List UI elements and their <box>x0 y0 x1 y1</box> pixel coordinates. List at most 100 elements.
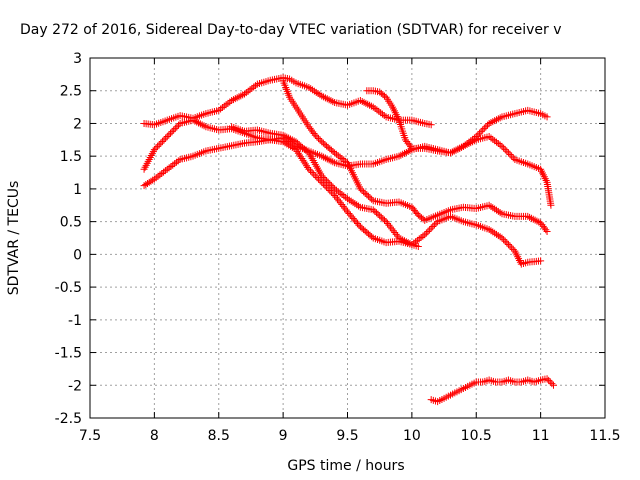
data-point-marker <box>297 153 305 161</box>
data-point-marker <box>477 128 485 136</box>
data-point-marker <box>358 186 366 194</box>
data-point-marker <box>503 239 511 247</box>
data-point-marker <box>376 212 384 220</box>
data-point-marker <box>341 204 349 212</box>
x-axis: 7.5 8 8.5 9 9.5 10 10.5 11 11.5 <box>79 58 621 444</box>
data-point-marker <box>368 195 376 203</box>
data-point-marker <box>379 215 387 223</box>
data-point-marker <box>324 178 332 186</box>
data-point-marker <box>311 172 319 180</box>
data-point-marker <box>355 221 363 229</box>
y-tick-label: -2.5 <box>55 411 82 427</box>
data-point-marker <box>422 229 430 237</box>
series-1 <box>279 77 551 235</box>
data-point-marker <box>155 141 163 149</box>
data-point-marker <box>550 381 557 389</box>
data-point-marker <box>509 154 517 162</box>
data-point-marker <box>500 144 508 152</box>
data-point-marker <box>316 136 324 144</box>
y-tick-label: 2.5 <box>60 84 82 100</box>
x-tick-label: 11 <box>532 428 550 444</box>
data-point-marker <box>504 241 512 249</box>
data-point-marker <box>160 136 168 144</box>
data-point-marker <box>300 158 308 166</box>
data-point-marker <box>339 202 347 210</box>
data-point-marker <box>413 210 421 218</box>
data-point-marker <box>382 218 390 226</box>
data-point-marker <box>421 231 429 239</box>
y-tick-label: 2 <box>73 116 82 132</box>
data-point-marker <box>509 245 517 253</box>
data-point-marker <box>366 194 374 202</box>
data-point-marker <box>345 209 353 217</box>
y-tick-label: 3 <box>73 51 82 67</box>
data-point-marker <box>430 221 438 229</box>
data-point-marker <box>356 185 364 193</box>
data-point-marker <box>329 190 337 198</box>
data-point-marker <box>296 151 304 159</box>
data-point-marker <box>315 135 323 143</box>
y-tick-label: 0.5 <box>60 215 82 231</box>
data-point-marker <box>427 121 435 129</box>
data-point-marker <box>175 121 183 129</box>
data-point-marker <box>542 226 550 234</box>
data-point-marker <box>308 169 316 177</box>
data-point-marker <box>389 227 397 235</box>
data-point-marker <box>321 182 329 190</box>
data-point-marker <box>506 151 514 159</box>
y-tick-label: -2 <box>68 378 82 394</box>
x-tick-label: 11.5 <box>589 428 620 444</box>
data-point-marker <box>364 192 372 200</box>
data-point-marker <box>168 128 176 136</box>
data-point-marker <box>318 172 326 180</box>
data-point-marker <box>335 197 343 205</box>
data-point-marker <box>332 193 340 201</box>
data-point-marker <box>318 178 326 186</box>
data-point-marker <box>547 201 555 209</box>
data-point-marker <box>349 215 357 223</box>
x-tick-label: 9 <box>279 428 288 444</box>
data-point-marker <box>506 242 514 250</box>
data-point-marker <box>384 219 392 227</box>
data-point-marker <box>500 236 508 244</box>
data-point-marker <box>323 183 331 191</box>
x-tick-label: 8.5 <box>208 428 230 444</box>
data-point-marker <box>313 133 321 141</box>
data-point-marker <box>392 230 400 238</box>
data-point-marker <box>504 149 512 157</box>
data-point-marker <box>152 144 160 152</box>
data-point-marker <box>326 187 334 195</box>
data-point-marker <box>508 244 516 252</box>
data-point-marker <box>346 211 354 219</box>
data-point-marker <box>381 216 389 224</box>
data-point-marker <box>313 173 321 181</box>
data-point-marker <box>301 160 309 168</box>
data-point-marker <box>157 139 165 147</box>
data-point-marker <box>324 185 332 193</box>
data-point-marker <box>319 173 327 181</box>
data-point-marker <box>310 130 318 138</box>
data-point-marker <box>501 146 509 154</box>
data-point-marker <box>298 155 306 163</box>
data-point-marker <box>344 208 351 216</box>
x-tick-label: 8 <box>150 428 159 444</box>
data-point-marker <box>385 221 393 229</box>
data-point-marker <box>306 167 314 175</box>
data-point-marker <box>480 124 488 132</box>
data-point-marker <box>336 199 344 207</box>
data-point-marker <box>414 243 422 251</box>
data-point-marker <box>363 191 371 199</box>
data-point-marker <box>329 183 337 191</box>
data-point-marker <box>294 149 302 157</box>
series-5 <box>228 123 545 268</box>
data-point-marker <box>424 227 432 235</box>
data-point-marker <box>537 257 545 265</box>
data-point-marker <box>323 177 331 185</box>
data-point-marker <box>368 233 376 241</box>
y-tick-label: 0 <box>73 247 82 263</box>
data-point-marker <box>501 237 509 245</box>
x-axis-label: GPS time / hours <box>287 458 404 474</box>
data-point-marker <box>360 188 368 196</box>
data-point-marker <box>348 213 356 221</box>
data-point-marker <box>377 213 385 221</box>
